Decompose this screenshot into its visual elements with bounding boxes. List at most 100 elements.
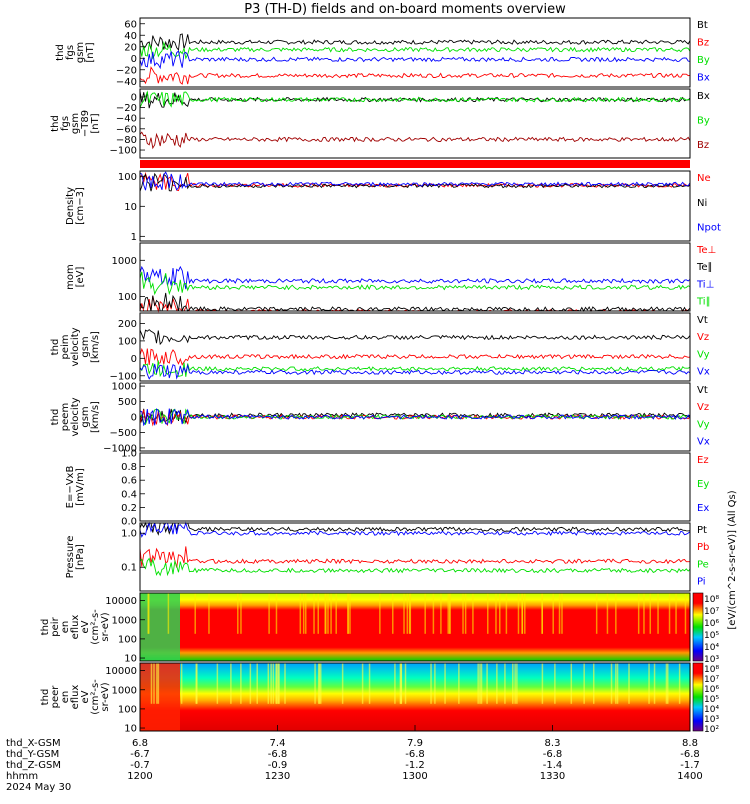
peer-streak	[486, 663, 488, 704]
peer-streak	[314, 663, 316, 704]
peer-streak	[496, 663, 498, 704]
legend-peim-Vt: Vt	[697, 315, 708, 326]
peir-colorbar	[692, 592, 704, 662]
colorbar-tick-label: 10⁴	[704, 705, 719, 715]
peir-spectrogram	[140, 593, 690, 661]
peir-streak	[595, 593, 598, 634]
y-tick-label: 40	[124, 31, 137, 42]
y-axis-label: [nT]	[85, 42, 96, 62]
y-axis-label: Pressure	[65, 536, 76, 579]
legend-temperature-Ti∥: Ti∥	[696, 296, 711, 307]
peim-series-Vt	[139, 329, 691, 346]
y-tick-label: 60	[124, 19, 137, 30]
y-tick-label: 100	[118, 336, 137, 347]
peer-streak	[404, 663, 407, 704]
y-axis-label: [nT]	[90, 113, 101, 133]
peir-streak	[392, 593, 394, 634]
y-axis-label: gsm	[80, 336, 91, 357]
peir-streak	[675, 593, 677, 634]
y-tick-label: 0.1	[121, 563, 137, 574]
peer-streak	[180, 663, 183, 704]
peir-streak	[541, 593, 543, 634]
legend-peim-Vy: Vy	[697, 349, 710, 360]
peer-streak	[150, 663, 153, 704]
coord-row-value: 7.4	[270, 738, 286, 749]
coord-row-value: -1.7	[680, 760, 700, 771]
coord-row-label: thd_Z-GSM	[6, 760, 61, 771]
peer-streak	[610, 663, 613, 704]
legend-pressure-Pi: Pi	[697, 576, 706, 587]
legend-fgs-t89-Bz: Bz	[697, 140, 709, 151]
peir-streak	[424, 593, 426, 634]
peir-streak	[327, 593, 329, 634]
colorbar-tick-label: 10²	[704, 725, 719, 735]
peer-streak	[648, 663, 650, 704]
legend-temperature-Te∥: Te∥	[696, 262, 713, 273]
fgs-series-By	[139, 40, 691, 60]
coord-row-value: -6.8	[543, 749, 563, 760]
legend-temperature-Ti⊥: Ti⊥	[696, 279, 714, 290]
colorbar-units-label: [eV/(cm^2-s-sr-eV)] (All Qs)	[727, 490, 738, 629]
quality-flag-bar	[140, 160, 690, 168]
peer-streak	[444, 663, 446, 704]
plot-title: P3 (TH-D) fields and on-board moments ov…	[244, 2, 566, 17]
peer-streak	[678, 663, 681, 704]
coord-row-value: -0.9	[268, 760, 288, 771]
y-tick-label: 0.0	[121, 517, 137, 528]
y-tick-label: −40	[116, 114, 137, 125]
peim-series-Vx	[139, 363, 691, 380]
peer-streak	[341, 663, 344, 704]
y-tick-label: 200	[118, 319, 137, 330]
peer-streak	[653, 663, 656, 704]
legend-peem-Vx: Vx	[697, 436, 710, 447]
legend-density-Ni: Ni	[697, 198, 707, 209]
peer-streak	[270, 663, 272, 704]
peir-streak	[684, 593, 687, 634]
peir-streak	[379, 593, 381, 634]
y-axis-label: peem	[60, 403, 71, 431]
peer-streak	[480, 663, 483, 704]
peir-streak	[299, 593, 302, 634]
y-axis-label: thd	[50, 409, 61, 426]
y-axis-label: [km/s]	[90, 331, 101, 363]
y-tick-label: 500	[118, 397, 137, 408]
fgs-t89-series-Bx	[139, 91, 691, 109]
peir-streak	[615, 593, 617, 634]
y-axis-label: [nPa]	[75, 544, 86, 570]
peir-streak	[499, 593, 501, 634]
coord-row-value: 7.9	[407, 738, 423, 749]
peem-series-Vx	[139, 408, 691, 427]
peir-streak	[517, 593, 520, 634]
peir-streak	[147, 593, 149, 634]
y-axis-label: en	[60, 691, 71, 704]
coord-row-value: -6.8	[680, 749, 700, 760]
y-axis-label: fgs	[60, 116, 71, 131]
peer-streak	[400, 663, 402, 704]
peir-streak	[317, 593, 319, 634]
peir-streak	[194, 593, 196, 634]
coord-row-value: 1230	[265, 771, 290, 782]
peir-streak	[558, 593, 561, 634]
y-axis-label: fgs	[65, 45, 76, 60]
coord-row-label: thd_X-GSM	[6, 738, 61, 749]
colorbar-tick-label: 10⁷	[704, 675, 719, 685]
peer-streak	[399, 663, 402, 704]
y-axis-label: thd	[50, 339, 61, 356]
y-tick-label: −80	[116, 135, 137, 146]
legend-efield-Ex: Ex	[697, 503, 709, 514]
y-tick-label: −40	[116, 77, 137, 88]
y-tick-label: 100	[118, 292, 137, 303]
peir-streak	[403, 593, 405, 634]
peer-streak	[284, 663, 286, 704]
density-frame	[139, 170, 691, 242]
peir-streak	[561, 593, 563, 634]
peir-streak	[487, 593, 489, 634]
y-tick-label: 0	[131, 413, 137, 424]
y-tick-label: −100	[110, 146, 137, 157]
fgs-series-Bx	[139, 50, 691, 70]
y-axis-label: mom	[65, 264, 76, 290]
y-tick-label: −500	[110, 428, 137, 439]
legend-fgs-t89-Bx: Bx	[697, 91, 710, 102]
